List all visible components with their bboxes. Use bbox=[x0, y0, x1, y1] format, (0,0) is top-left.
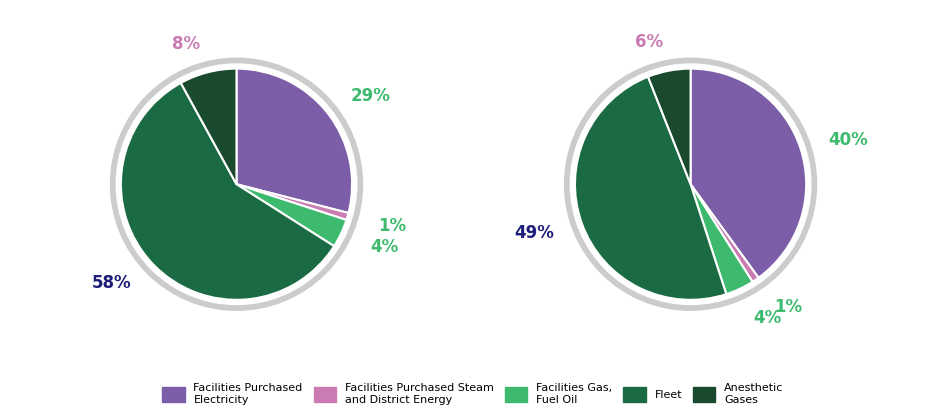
Circle shape bbox=[570, 64, 811, 305]
Text: 4%: 4% bbox=[371, 238, 398, 256]
Circle shape bbox=[116, 64, 357, 305]
Text: 58%: 58% bbox=[92, 274, 131, 292]
Text: 1%: 1% bbox=[774, 298, 802, 316]
Wedge shape bbox=[691, 184, 759, 282]
Text: 4%: 4% bbox=[754, 309, 781, 327]
Wedge shape bbox=[181, 68, 236, 184]
Text: 6%: 6% bbox=[636, 33, 663, 51]
Circle shape bbox=[565, 58, 816, 310]
Wedge shape bbox=[691, 68, 806, 278]
Text: 1%: 1% bbox=[378, 217, 407, 234]
Wedge shape bbox=[236, 68, 352, 213]
Wedge shape bbox=[648, 68, 691, 184]
Text: 8%: 8% bbox=[172, 35, 201, 53]
Text: 29%: 29% bbox=[351, 87, 391, 105]
Wedge shape bbox=[691, 184, 752, 294]
Legend: Facilities Purchased
Electricity, Facilities Purchased Steam
and District Energy: Facilities Purchased Electricity, Facili… bbox=[158, 379, 788, 410]
Circle shape bbox=[111, 58, 362, 310]
Wedge shape bbox=[236, 184, 346, 246]
Wedge shape bbox=[575, 77, 727, 300]
Text: 49%: 49% bbox=[515, 224, 554, 242]
Text: 40%: 40% bbox=[828, 131, 867, 149]
Wedge shape bbox=[121, 83, 334, 300]
Wedge shape bbox=[236, 184, 348, 220]
